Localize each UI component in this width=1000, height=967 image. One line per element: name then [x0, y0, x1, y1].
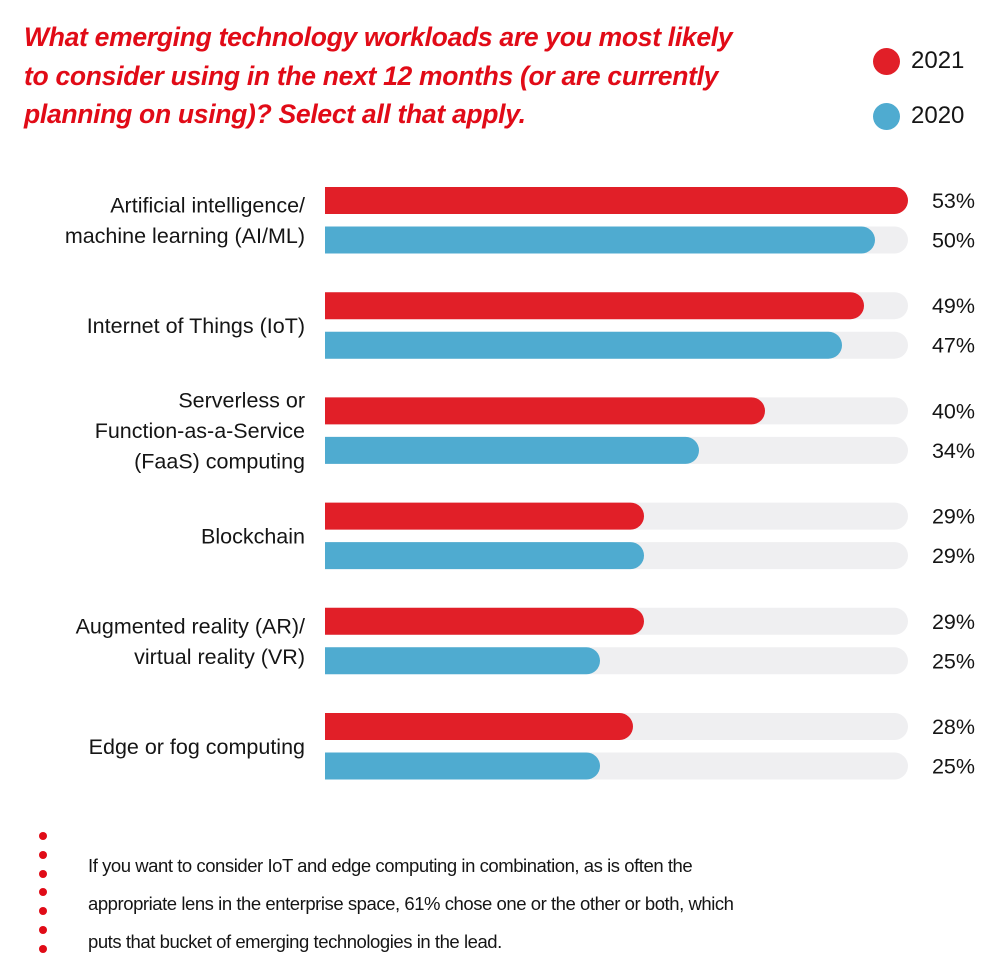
legend-item-2021: 2021 [873, 46, 964, 76]
bar-group: 49% 47% Internet of Things (IoT) [87, 292, 975, 359]
category-label-line: Edge or fog computing [89, 735, 305, 759]
value-label-2021: 53% [932, 189, 975, 213]
category-label: Internet of Things (IoT) [87, 314, 305, 338]
category-label: Edge or fog computing [89, 735, 305, 759]
category-label-line: machine learning (AI/ML) [65, 224, 305, 248]
bar-group: 29% 25% Augmented reality (AR)/ virtual rea… [76, 607, 975, 675]
footnote: If you want to consider IoT and edge com… [88, 847, 968, 961]
value-label-2020: 34% [932, 439, 975, 463]
category-label: Blockchain [201, 524, 305, 548]
category-label: Artificial intelligence/machine learning… [65, 194, 305, 249]
bar-2021 [325, 713, 633, 740]
category-label-line: Serverless or [178, 389, 305, 413]
legend-dot-2021-icon [873, 47, 900, 75]
category-label-line: Augmented reality (AR)/ [76, 614, 305, 638]
chart-title-line: to consider using in the next 12 months … [24, 60, 719, 91]
bar-2020 [325, 226, 876, 254]
bar-2020 [325, 436, 699, 464]
legend-dot-2020-icon [873, 102, 900, 130]
chart-title-line: What emerging technology workloads are y… [24, 22, 733, 52]
bar-2020 [325, 647, 600, 675]
bar-2020 [325, 331, 842, 359]
value-label-2021: 40% [932, 399, 975, 423]
note-dot-icon [39, 850, 47, 859]
bar-2021 [325, 292, 864, 320]
bar-2020 [325, 752, 600, 780]
value-label-2021: 49% [932, 294, 975, 318]
bar-2021 [325, 607, 644, 635]
value-label-2020: 50% [932, 229, 975, 253]
bar-group: 40% 34% Serverless or Function-as-a-Service… [95, 389, 975, 474]
legend-item-2020: 2020 [873, 101, 964, 131]
category-label-line: Artificial intelligence/ [110, 194, 305, 218]
legend-label-2021: 2021 [911, 47, 965, 74]
value-label-2020: 29% [932, 544, 975, 568]
bar-group: 53% 50% Artificial intelligence/machine le… [65, 187, 975, 254]
note-dot-icon [39, 944, 47, 953]
value-label-2020: 25% [932, 649, 975, 673]
note-dot-icon [39, 926, 47, 934]
bar-group: 29% 29% Blockchain [201, 502, 975, 570]
category-label-line: Function-as-a-Service [95, 419, 305, 443]
footnote-line: puts that bucket of emerging technologie… [88, 931, 502, 952]
value-label-2020: 25% [932, 755, 975, 779]
bar-group: 28% 25% Edge or fog computing [89, 713, 975, 780]
note-dot-icon [39, 907, 47, 916]
value-label-2021: 28% [932, 715, 975, 739]
chart-title: What emerging technology workloads are y… [24, 18, 844, 134]
bar-2020 [325, 542, 644, 570]
note-dot-icon [39, 832, 47, 840]
footnote-line: If you want to consider IoT and edge com… [88, 855, 693, 876]
category-label-line: Internet of Things (IoT) [87, 314, 305, 338]
note-dot-icon [39, 888, 47, 897]
legend-label-2020: 2020 [911, 102, 965, 129]
category-label-line: (FaaS) computing [134, 450, 305, 474]
bar-2021 [325, 397, 765, 425]
value-label-2021: 29% [932, 610, 975, 634]
bar-2021 [325, 187, 909, 214]
category-label-line: virtual reality (VR) [134, 645, 305, 669]
footnote-line: appropriate lens in the enterprise space… [88, 893, 734, 914]
value-label-2021: 29% [932, 505, 975, 529]
chart-title-line: planning on using)? Select all that appl… [24, 99, 526, 129]
category-label: Serverless or Function-as-a-Service (FaaS)… [95, 389, 305, 474]
note-dot-icon [39, 869, 47, 878]
category-label: Augmented reality (AR)/ virtual reality (… [76, 614, 305, 669]
bar-2021 [325, 502, 644, 530]
value-label-2020: 47% [932, 334, 975, 358]
category-label-line: Blockchain [201, 524, 305, 548]
